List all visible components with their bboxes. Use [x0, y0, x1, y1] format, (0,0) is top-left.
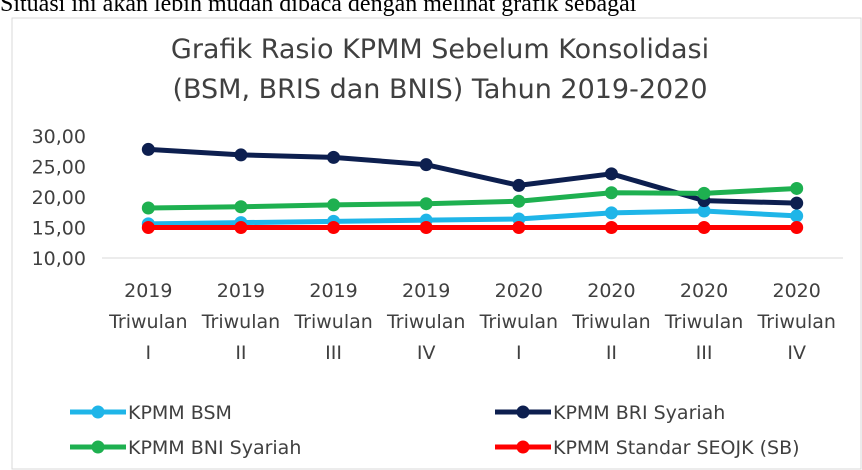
x-tick-label: III	[696, 342, 713, 364]
data-point	[327, 150, 341, 164]
x-tick-label: 2020	[495, 280, 543, 302]
data-point	[327, 198, 341, 212]
data-point	[790, 181, 804, 195]
x-tick-label: 2019	[124, 280, 172, 302]
y-tick-label: 20,00	[32, 187, 86, 209]
x-tick-label: III	[325, 342, 342, 364]
legend-label: KPMM Standar SEOJK (SB)	[553, 437, 800, 459]
data-point	[697, 186, 711, 200]
data-point	[512, 194, 526, 208]
x-tick-label: Triwulan	[756, 311, 835, 333]
data-point	[419, 221, 433, 234]
x-tick-label: IV	[417, 342, 436, 364]
legend-marker	[91, 440, 105, 454]
legend-label: KPMM BSM	[128, 402, 232, 424]
data-point	[234, 200, 248, 214]
chart-title: (BSM, BRIS dan BNIS) Tahun 2019-2020	[172, 74, 707, 105]
x-tick-label: I	[146, 342, 152, 364]
data-point	[604, 206, 618, 220]
legend-marker	[516, 405, 530, 419]
series-line	[148, 146, 797, 206]
data-point	[790, 196, 804, 210]
data-point	[604, 186, 618, 200]
data-point	[697, 204, 711, 218]
x-tick-label: I	[516, 342, 522, 364]
data-point	[790, 209, 804, 223]
x-tick-label: 2019	[217, 280, 265, 302]
legend-label: KPMM BNI Syariah	[128, 437, 301, 459]
data-point	[604, 167, 618, 181]
y-tick-label: 10,00	[32, 248, 86, 270]
series-line	[148, 185, 797, 211]
data-point	[234, 221, 248, 234]
header-text: Situasi ini akan lebih mudah dibaca deng…	[0, 0, 637, 17]
x-tick-label: 2020	[587, 280, 635, 302]
chart-title: Grafik Rasio KPMM Sebelum Konsolidasi	[171, 34, 709, 65]
data-point	[697, 221, 711, 234]
x-tick-label: Triwulan	[479, 311, 558, 333]
y-tick-label: 15,00	[32, 218, 86, 240]
data-point	[234, 148, 248, 162]
x-tick-label: II	[235, 342, 246, 364]
data-point	[327, 221, 341, 234]
x-tick-label: Triwulan	[571, 311, 650, 333]
data-point	[419, 197, 433, 211]
x-tick-label: 2019	[309, 280, 357, 302]
legend-label: KPMM BRI Syariah	[553, 402, 725, 424]
legend-marker	[91, 405, 105, 419]
data-point	[790, 221, 804, 234]
x-tick-label: Triwulan	[293, 311, 372, 333]
series-line	[148, 208, 797, 227]
data-point	[141, 142, 155, 156]
y-tick-label: 30,00	[32, 126, 86, 148]
data-point	[604, 221, 618, 234]
x-tick-label: 2019	[402, 280, 450, 302]
data-point	[141, 221, 155, 234]
y-tick-label: 25,00	[32, 157, 86, 179]
x-tick-label: II	[606, 342, 617, 364]
data-point	[419, 158, 433, 172]
data-point	[512, 221, 526, 234]
x-tick-label: 2020	[773, 280, 821, 302]
x-tick-label: Triwulan	[108, 311, 187, 333]
data-point	[141, 201, 155, 215]
x-tick-label: Triwulan	[664, 311, 743, 333]
x-tick-label: IV	[787, 342, 806, 364]
x-tick-label: Triwulan	[386, 311, 465, 333]
legend-marker	[516, 440, 530, 454]
x-tick-label: Triwulan	[201, 311, 280, 333]
x-tick-label: 2020	[680, 280, 728, 302]
data-point	[512, 178, 526, 192]
chart-frame	[11, 17, 862, 470]
